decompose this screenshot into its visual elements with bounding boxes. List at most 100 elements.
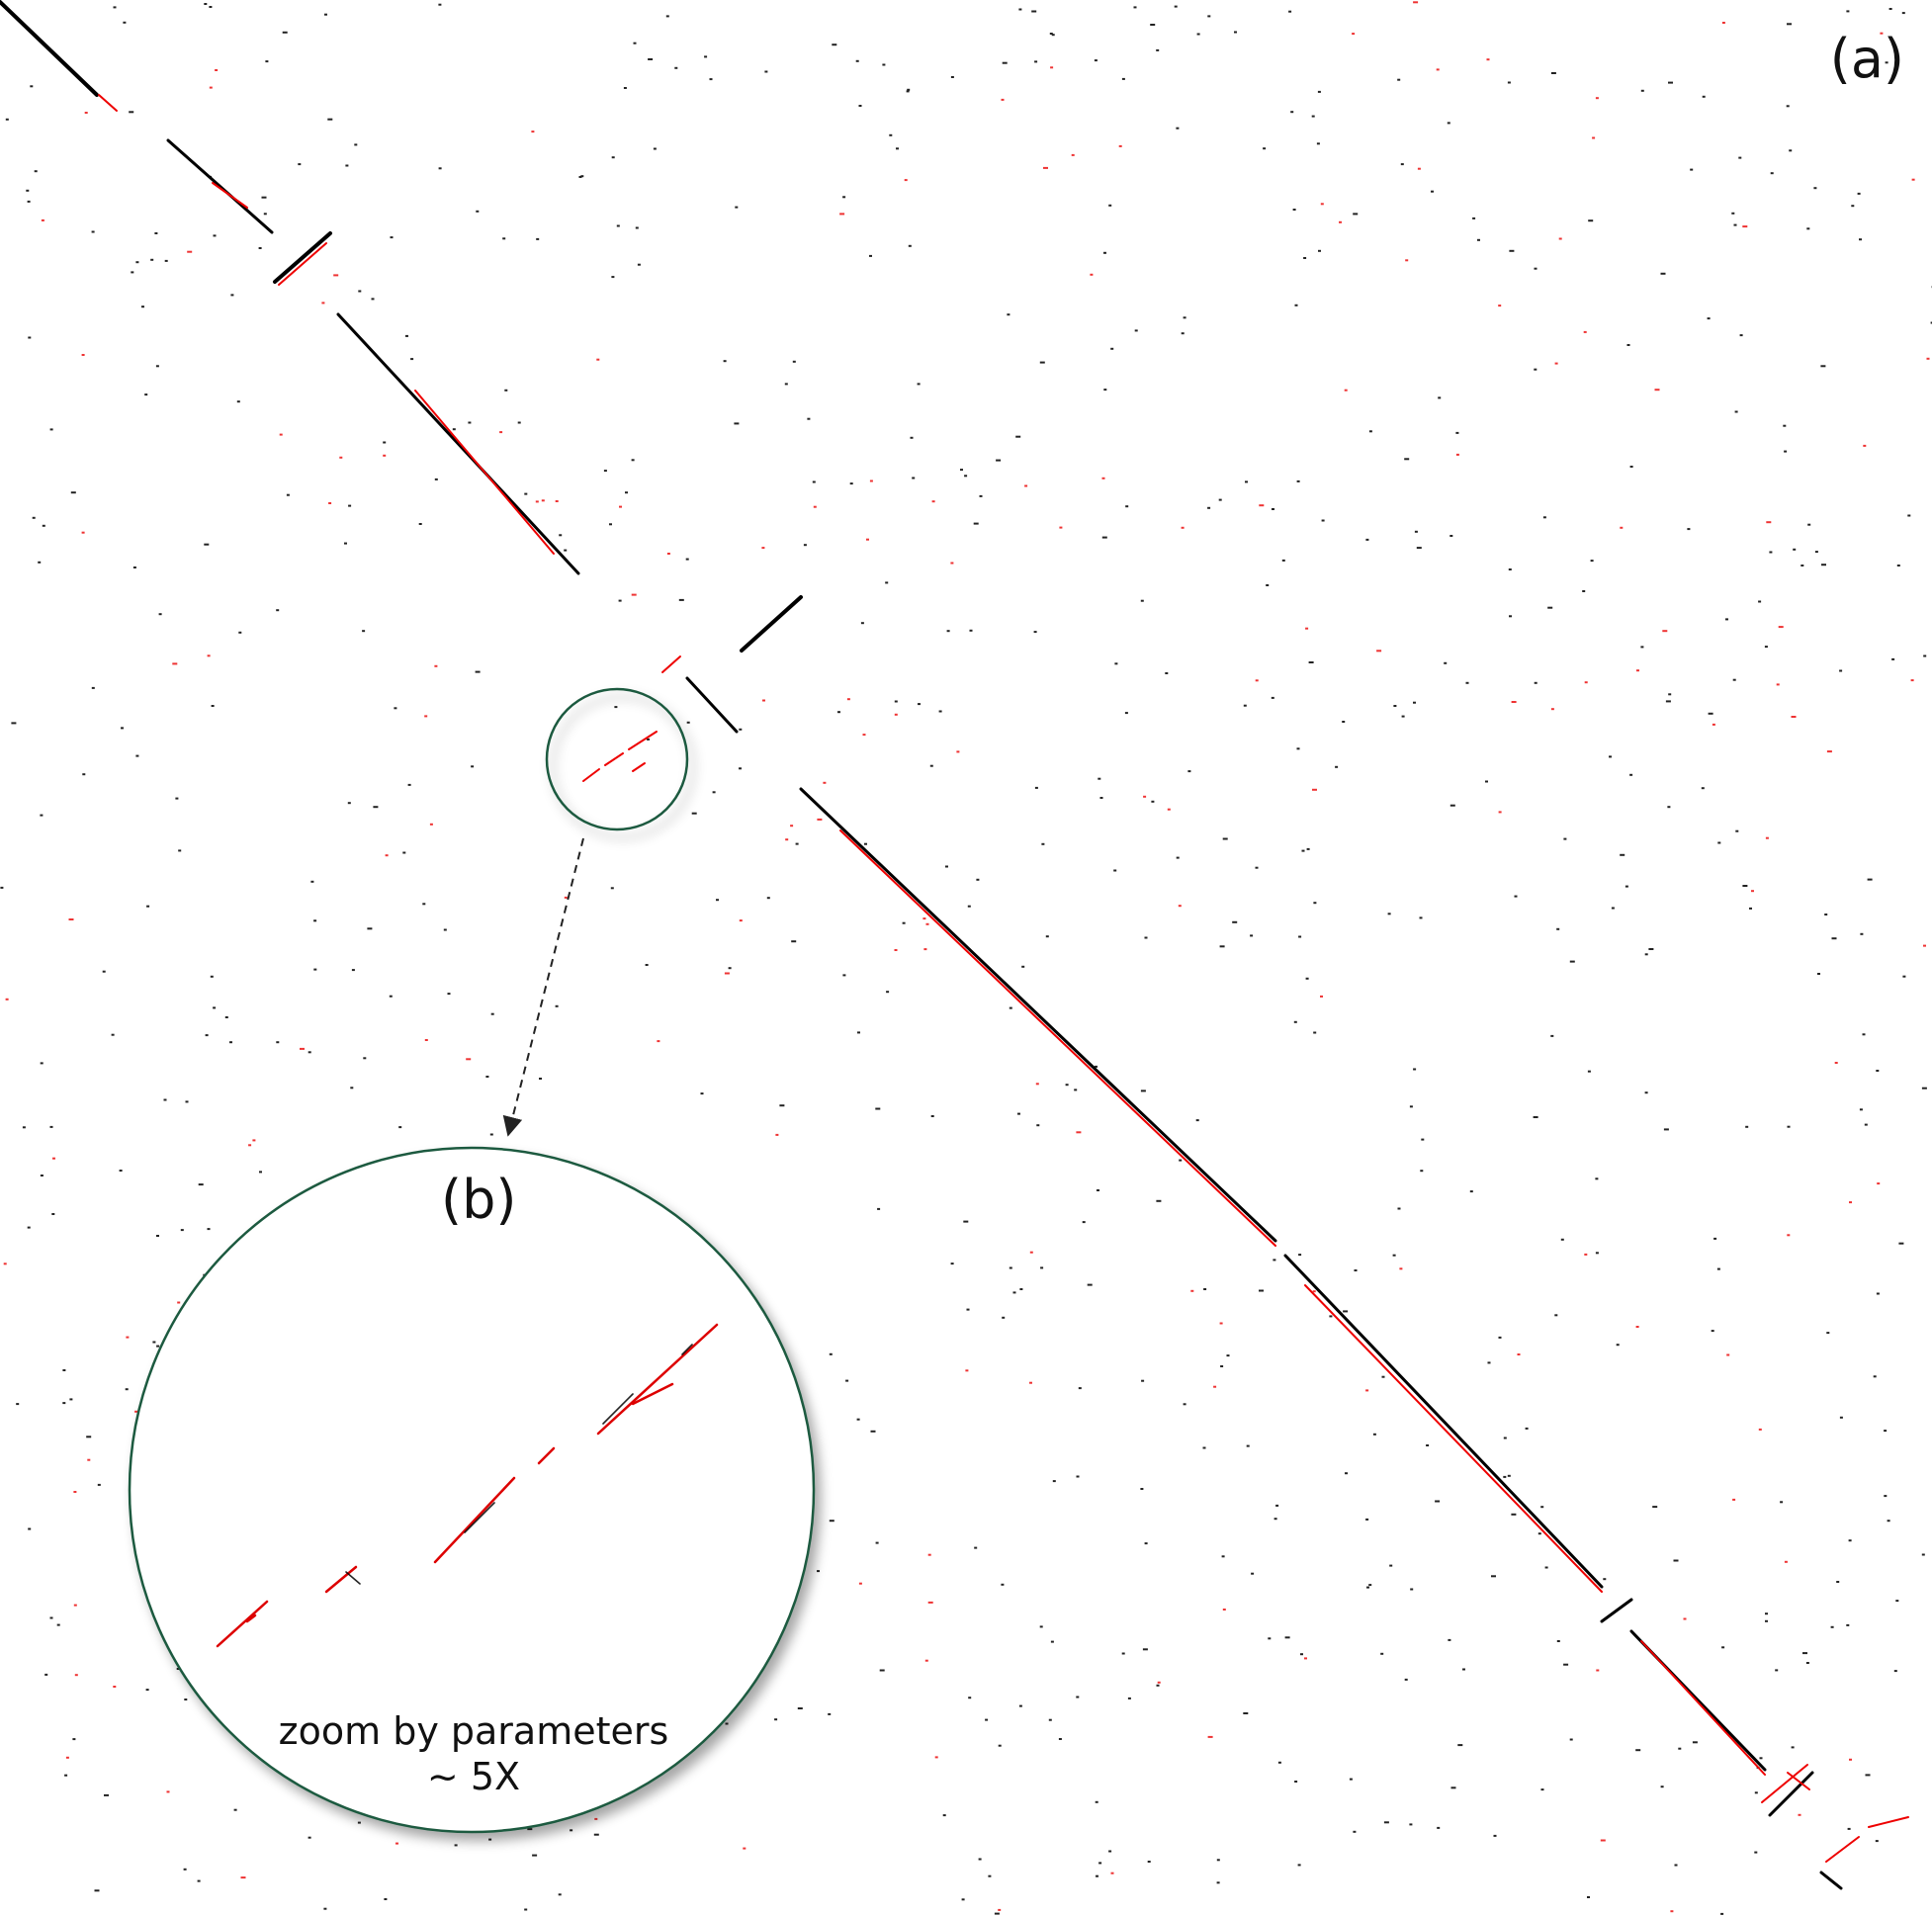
noise-dot: [1690, 168, 1694, 171]
noise-dot: [965, 1369, 969, 1372]
noise-dot: [38, 561, 42, 564]
noise-dot: [1380, 1652, 1384, 1655]
noise-dot: [1687, 528, 1691, 531]
noise-dot: [3, 1263, 7, 1265]
noise-dot: [350, 1087, 354, 1089]
noise-dot: [5, 998, 9, 1001]
noise-dot: [1321, 519, 1325, 522]
noise-dot: [1563, 837, 1567, 840]
noise-dot: [894, 949, 898, 951]
noise-dot: [348, 504, 352, 507]
noise-dot: [580, 175, 584, 178]
noise-dot: [49, 428, 53, 431]
noise-dot: [1190, 1289, 1194, 1292]
noise-dot: [1498, 305, 1502, 307]
noise-dot: [1344, 389, 1348, 392]
noise-dot: [1090, 273, 1094, 276]
noise-dot: [74, 1674, 78, 1677]
noise-dot: [1156, 1684, 1160, 1687]
noise-dot: [1923, 944, 1926, 947]
noise-dot: [1342, 721, 1346, 723]
noise-dot: [390, 236, 394, 239]
noise-dot: [1702, 95, 1706, 98]
noise-dot: [1640, 646, 1644, 649]
noise-dot: [1626, 344, 1630, 346]
noise-dot: [213, 234, 217, 237]
noise-dot: [907, 88, 911, 91]
noise-dot: [1397, 78, 1401, 81]
noise-dot: [40, 814, 44, 817]
noise-dot: [1525, 1427, 1529, 1430]
noise-dot: [1218, 498, 1222, 501]
noise-dot: [1616, 1344, 1620, 1347]
noise-dot: [86, 1436, 92, 1438]
noise-dot: [84, 112, 88, 114]
noise-dot: [44, 1673, 48, 1676]
noise-dot: [156, 1235, 159, 1237]
noise-dot: [1352, 33, 1356, 36]
noise-dot: [1739, 334, 1743, 337]
noise-dot: [1800, 565, 1804, 566]
noise-dot: [817, 1570, 820, 1573]
noise-dot: [135, 261, 139, 264]
noise-dot: [795, 842, 799, 845]
noise-dot: [158, 613, 162, 616]
noise-dot: [424, 715, 428, 718]
noise-dot: [1156, 48, 1160, 51]
noise-dot: [1216, 1859, 1220, 1862]
noise-dot: [1050, 66, 1054, 69]
noise-dot: [1017, 1112, 1020, 1115]
noise-dot: [1140, 1488, 1144, 1490]
noise-dot: [945, 865, 948, 868]
noise-dot: [524, 492, 528, 495]
noise-dot: [934, 1756, 938, 1759]
noise-dot: [236, 400, 240, 403]
noise-dot: [333, 274, 339, 277]
noise-dot: [70, 491, 76, 494]
noise-dot: [1813, 187, 1817, 190]
noise-dot: [1024, 484, 1028, 487]
noise-dot: [1021, 965, 1025, 968]
noise-dot: [1313, 902, 1317, 905]
noise-dot: [1353, 1830, 1357, 1833]
noise-dot: [362, 630, 366, 633]
noise-dot: [49, 1616, 53, 1619]
noise-dot: [1793, 548, 1797, 551]
noise-dot: [178, 849, 182, 852]
noise-dot: [1595, 1252, 1599, 1255]
noise-dot: [1923, 654, 1927, 657]
noise-dot: [371, 298, 375, 301]
noise-dot: [739, 728, 743, 731]
noise-dot: [91, 686, 95, 689]
noise-dot: [490, 1012, 494, 1015]
noise-dot: [1798, 1813, 1801, 1816]
noise-dot: [1110, 1872, 1114, 1874]
noise-dot: [864, 842, 867, 845]
noise-dot: [1764, 646, 1768, 649]
noise-dot: [1009, 1006, 1012, 1009]
noise-dot: [1542, 516, 1546, 519]
noise-dot: [1884, 1495, 1888, 1498]
noise-dot: [1048, 1718, 1052, 1721]
noise-dot: [1450, 1786, 1456, 1789]
noise-dot: [1263, 147, 1267, 150]
noise-dot: [1455, 453, 1459, 456]
noise-dot: [384, 1898, 388, 1900]
noise-dot: [994, 1912, 1000, 1915]
noise-dot: [1791, 1746, 1795, 1749]
noise-dot: [1503, 1475, 1507, 1478]
noise-dot: [1345, 1472, 1348, 1475]
noise-dot: [328, 502, 332, 504]
noise-dot: [985, 1718, 989, 1721]
noise-dot: [1708, 712, 1713, 715]
noise-dot: [1556, 1640, 1560, 1642]
noise-dot: [327, 118, 333, 121]
noise-dot: [1652, 1506, 1658, 1509]
noise-dot: [502, 237, 506, 240]
noise-dot: [1588, 219, 1594, 222]
noise-dot: [1735, 829, 1739, 832]
noise-dot: [1413, 1, 1419, 4]
noise-dot: [976, 878, 980, 881]
noise-dot: [969, 629, 973, 632]
noise-dot: [1738, 156, 1742, 159]
